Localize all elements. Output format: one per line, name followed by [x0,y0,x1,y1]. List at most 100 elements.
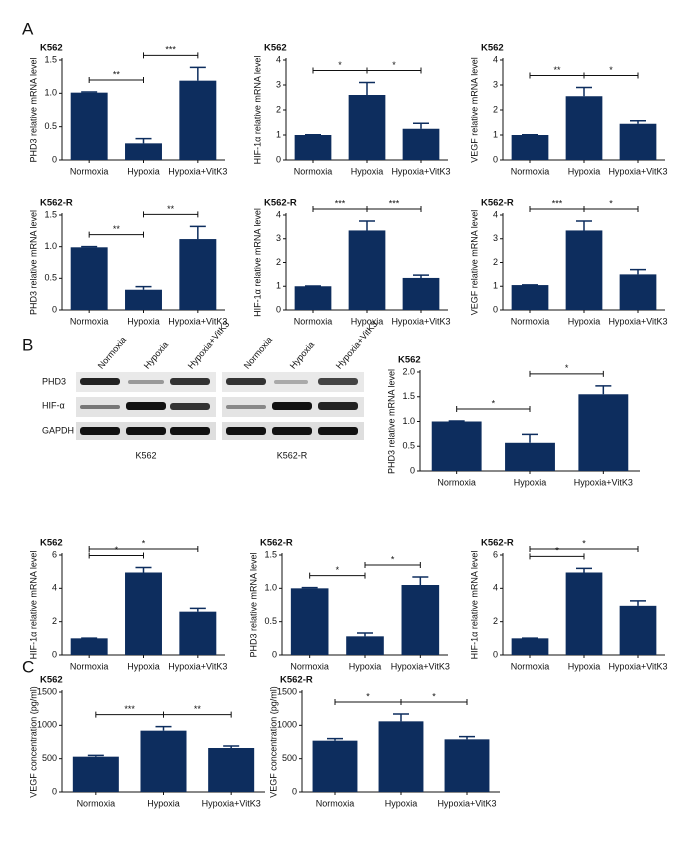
y-axis-label: HIF-1α relative mRNA level [469,551,479,660]
y-tick-label: 1500 [37,686,57,696]
significance-label: ** [553,65,561,75]
error-bar [576,220,592,231]
error-bar [189,66,206,81]
x-tick-label: Hypoxia [147,798,180,808]
blot-row-label: GAPDH [42,425,74,435]
x-tick-label: Hypoxia+VitK3 [168,661,227,671]
significance-bracket [163,711,232,718]
bar [619,605,657,655]
bar [444,739,490,792]
bar [294,135,332,160]
bar [402,128,440,160]
bar [619,274,657,310]
y-tick-label: 1 [493,281,498,291]
blot-group-label: K562-R [277,450,308,460]
bar [290,588,329,655]
bar [565,572,603,655]
y-tick-label: 1.5 [402,391,415,401]
blot-band [226,427,266,435]
blot-band [170,427,210,435]
bar [578,394,629,471]
y-tick-label: 0 [410,465,415,475]
chart-title: K562 [40,675,63,686]
error-bar [413,122,429,129]
y-tick-label: 0 [493,154,498,164]
x-tick-label: Normoxia [437,477,476,487]
y-tick-label: 500 [42,753,57,763]
bar [70,638,108,655]
x-tick-label: Hypoxia+VitK3 [608,166,667,176]
x-tick-label: Hypoxia+VitK3 [391,661,450,671]
bar [619,123,657,160]
significance-label: * [492,398,496,408]
y-tick-label: 4 [276,209,281,219]
x-tick-label: Hypoxia [127,661,160,671]
bar [294,286,332,310]
y-tick-label: 1000 [37,720,57,730]
blot-band [80,405,120,409]
chart-title: K562-R [264,198,297,209]
x-tick-label: Hypoxia [349,661,382,671]
blot-group-label: K562 [135,450,156,460]
y-tick-label: 2 [493,257,498,267]
significance-label: *** [165,45,176,55]
y-tick-label: 3 [276,233,281,243]
error-bar [630,600,646,606]
bar [401,585,440,655]
bar [431,421,482,471]
significance-label: *** [124,704,135,714]
x-tick-label: Normoxia [511,316,550,326]
chart-title: K562 [398,355,421,366]
significance-bracket [529,546,639,552]
significance-label: ** [113,69,121,79]
error-bar [135,137,152,144]
significance-bracket [456,406,531,413]
x-tick-label: Hypoxia [568,166,601,176]
error-bar [135,566,152,573]
y-axis-label: HIF-1α relative mRNA level [252,208,262,317]
y-tick-label: 3 [493,233,498,243]
blot-band [80,378,120,385]
blot-lane-label: Normoxia [242,335,274,371]
bar [70,247,108,310]
x-tick-label: Normoxia [511,661,550,671]
x-tick-label: Hypoxia [351,166,384,176]
bar [208,748,255,792]
blot-band [272,402,312,410]
significance-label: * [555,546,559,556]
significance-bracket [529,553,585,560]
chart-title: K562-R [260,538,293,549]
y-axis-label: VEGF relative mRNA level [469,210,479,316]
x-tick-label: Hypoxia+VitK3 [168,166,227,176]
x-tick-label: Hypoxia+VitK3 [391,316,450,326]
y-tick-label: 1000 [277,720,297,730]
bar [348,230,386,310]
x-tick-label: Normoxia [316,798,355,808]
y-tick-label: 0 [292,786,297,796]
error-bar [327,737,343,741]
y-axis-label: VEGF concentration (pg/ml) [268,686,278,798]
error-bar [630,268,646,275]
y-tick-label: 4 [52,583,57,593]
y-tick-label: 0 [276,154,281,164]
y-tick-label: 0 [52,304,57,314]
blot-lane-label: Hypoxia+VitK3 [334,319,380,371]
y-tick-label: 0.5 [402,441,415,451]
y-axis-label: PHD3 relative mRNA level [248,552,258,657]
y-tick-label: 2 [493,616,498,626]
x-tick-label: Hypoxia+VitK3 [608,316,667,326]
panel-label: A [22,19,34,38]
y-tick-label: 3 [493,79,498,89]
error-bar [576,86,592,97]
significance-label: * [336,565,340,575]
significance-label: * [565,363,569,373]
bar [511,638,549,655]
significance-bracket [143,211,199,218]
significance-label: * [392,60,396,70]
error-bar [522,433,538,443]
y-tick-label: 1.0 [264,583,277,593]
x-tick-label: Hypoxia+VitK3 [608,661,667,671]
